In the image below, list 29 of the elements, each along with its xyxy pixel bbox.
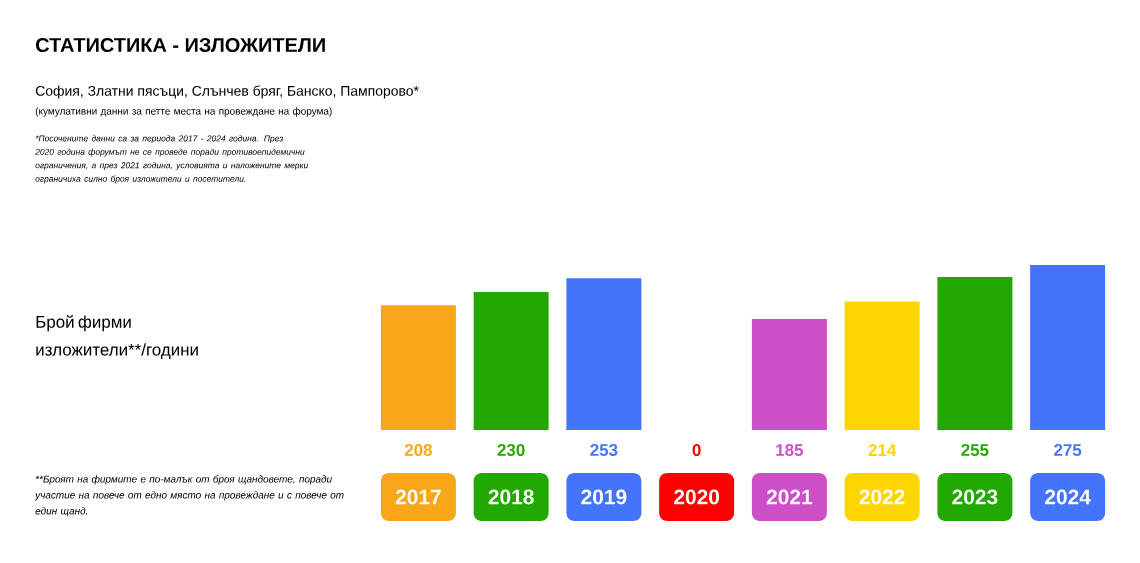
x-tick-label: 2022 (859, 489, 905, 505)
data-label: 185 (776, 444, 804, 456)
text: (кумулативни данни за петте места на провеждане на форума) (35, 107, 332, 117)
bar (380, 305, 456, 430)
x-tick-label: 2017 (395, 489, 441, 505)
x-tick-label: 2018 (488, 489, 534, 505)
text: *Посочените данни са за периода 2017 - 2024 година. През 2020 година форумът не се проведе поради противоепидемични ограничения, а през 2021 година, условията и наложените мерки ограничиха силно броя изложители и посетители. (35, 135, 309, 184)
x-tick-label: 2021 (766, 489, 813, 505)
data-label: 214 (868, 444, 897, 456)
data-label: 275 (1054, 444, 1082, 456)
x-tick-label: 2023 (952, 489, 998, 505)
text: СТАТИСТИКА - ИЗЛОЖИТЕЛИ (36, 37, 325, 53)
data-label: 208 (404, 444, 432, 456)
text: София, Златни пясъци, Слънчев бряг, Банско, Пампорово* (35, 85, 419, 99)
bar (937, 277, 1013, 430)
text: **Броят на фирмите е по-малък от броя щандовете, поради участие на повече от едно място на провеждане и с повече от един щанд. (34, 475, 344, 517)
bar (566, 278, 642, 430)
data-label: 0 (692, 444, 701, 456)
data-label: 253 (590, 443, 618, 456)
data-label: 230 (497, 443, 525, 456)
bar (1030, 265, 1106, 430)
bar (751, 319, 827, 430)
text: Брой фирми изложители**/години (36, 315, 198, 359)
x-tick-label: 2019 (581, 489, 627, 505)
data-label: 255 (961, 444, 989, 456)
x-tick-label: 2024 (1045, 489, 1091, 505)
bar (473, 292, 549, 430)
bar (844, 301, 920, 430)
x-tick-label: 2020 (674, 489, 720, 505)
